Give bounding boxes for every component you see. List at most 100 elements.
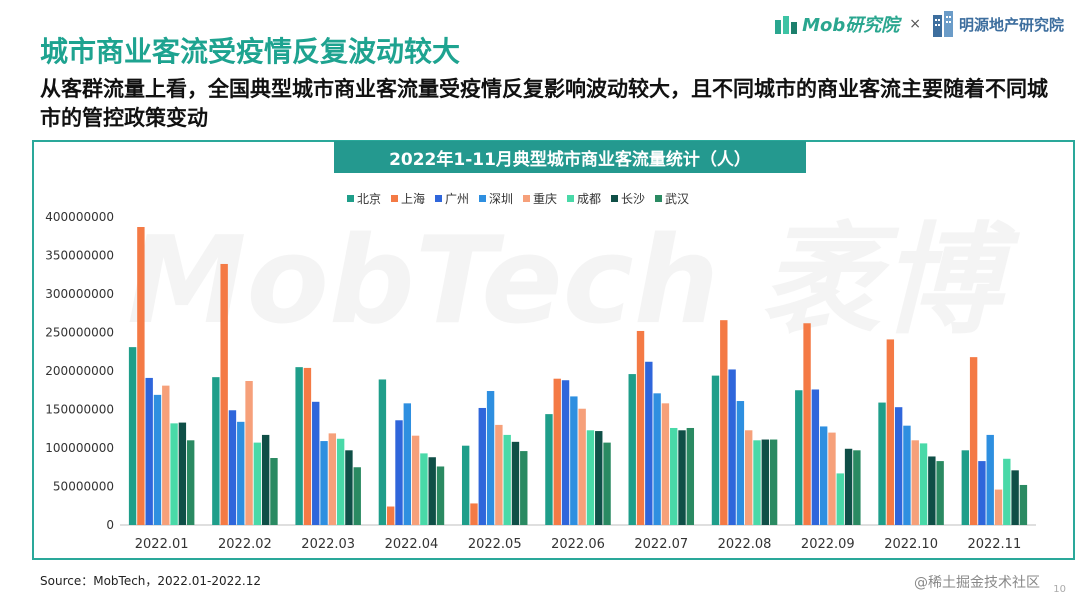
bar (994, 489, 1003, 525)
bar (503, 434, 511, 525)
bar (903, 425, 911, 525)
page-subtitle: 从客群流量上看，全国典型城市商业客流量受疫情反复影响波动较大，且不同城市的商业客… (40, 77, 1048, 130)
bar (436, 466, 445, 525)
legend-swatch (391, 195, 398, 202)
watermark-text: MobTech 袤博 (127, 212, 1021, 351)
legend-swatch (567, 195, 574, 202)
bar (495, 424, 503, 525)
bar (153, 394, 162, 525)
times-sign: × (909, 16, 921, 32)
x-tick-label: 2022.08 (718, 537, 772, 552)
legend-label: 重庆 (533, 192, 557, 206)
bar (803, 323, 811, 525)
bar (919, 443, 928, 525)
bar-chart: MobTech 袤博 0 50000000 100000000 150000000 200… (45, 191, 1036, 552)
bar (603, 442, 611, 525)
bar (312, 401, 320, 525)
bar (486, 391, 495, 525)
bar (728, 369, 736, 525)
bar (420, 453, 428, 525)
bar (761, 439, 769, 525)
legend-swatch (611, 195, 618, 202)
bar (320, 441, 328, 525)
bar (978, 461, 986, 525)
bar (470, 503, 478, 525)
bar (261, 434, 270, 525)
bar (212, 377, 220, 525)
x-tick-label: 2022.03 (301, 537, 355, 552)
bar (336, 438, 345, 525)
bar (736, 401, 745, 525)
bar (720, 320, 728, 525)
mob-logo-text: Mob研究院 (802, 15, 900, 36)
x-tick-label: 2022.02 (218, 537, 272, 552)
bar (894, 407, 903, 525)
source-note: Source：MobTech，2022.01-2022.12 (40, 574, 261, 588)
x-tick-label: 2022.11 (967, 537, 1021, 552)
bar (162, 385, 170, 525)
x-tick-label: 2022.04 (385, 537, 439, 552)
bar (545, 414, 553, 525)
y-tick-label: 150000000 (45, 403, 114, 417)
bar (844, 448, 853, 525)
legend-label: 深圳 (489, 192, 513, 206)
y-tick-label: 350000000 (45, 249, 114, 263)
legend-swatch (479, 195, 486, 202)
bar (828, 432, 836, 525)
y-tick-label: 50000000 (53, 480, 114, 494)
bar (137, 227, 145, 525)
bar (128, 347, 137, 525)
bar (186, 440, 195, 525)
bar (303, 367, 312, 525)
mob-logo-icon (775, 16, 798, 34)
bar (178, 422, 187, 525)
x-tick-label: 2022.07 (634, 537, 688, 552)
bar (711, 375, 720, 525)
bar (686, 427, 695, 525)
bar (878, 402, 886, 525)
bar (578, 408, 586, 525)
bar (553, 378, 561, 525)
bar (428, 457, 436, 525)
legend-label: 北京 (357, 192, 381, 206)
bar (986, 434, 994, 525)
bar (228, 410, 237, 525)
bar (570, 396, 578, 525)
y-tick-label: 200000000 (45, 364, 114, 378)
legend-swatch (347, 195, 354, 202)
bar (853, 450, 861, 525)
chart-frame: MobTech 袤博 0 50000000 100000000 150000000 200… (32, 140, 1075, 560)
bar (795, 390, 803, 525)
legend-label: 长沙 (621, 192, 645, 206)
bar (645, 361, 653, 525)
y-tick-label: 250000000 (45, 326, 114, 340)
partner-logo-text: 明源地产研究院 (958, 15, 1064, 34)
bar (819, 426, 828, 525)
bar (969, 357, 978, 525)
legend-swatch (435, 195, 442, 202)
bar (561, 380, 570, 525)
legend-swatch (523, 195, 530, 202)
bar (461, 445, 470, 525)
bar (345, 450, 353, 525)
bar (595, 431, 603, 525)
legend-label: 武汉 (665, 192, 689, 206)
bar (1019, 484, 1028, 525)
x-tick-label: 2022.09 (801, 537, 855, 552)
bar (1011, 470, 1019, 525)
mob-logo: Mob研究院 (774, 11, 899, 37)
bar (145, 377, 153, 525)
bar (961, 450, 970, 525)
y-tick-label: 400000000 (45, 210, 114, 224)
bar (670, 427, 678, 525)
bar (253, 442, 262, 525)
bar (378, 379, 387, 525)
bar (270, 458, 278, 525)
legend-label: 成都 (577, 192, 601, 206)
bar (928, 456, 936, 525)
bar (411, 435, 420, 525)
y-tick-label: 0 (106, 518, 114, 532)
credit-watermark: @稀土掘金技术社区 (914, 575, 1040, 591)
bar (678, 430, 686, 525)
x-tick-label: 2022.10 (884, 537, 938, 552)
